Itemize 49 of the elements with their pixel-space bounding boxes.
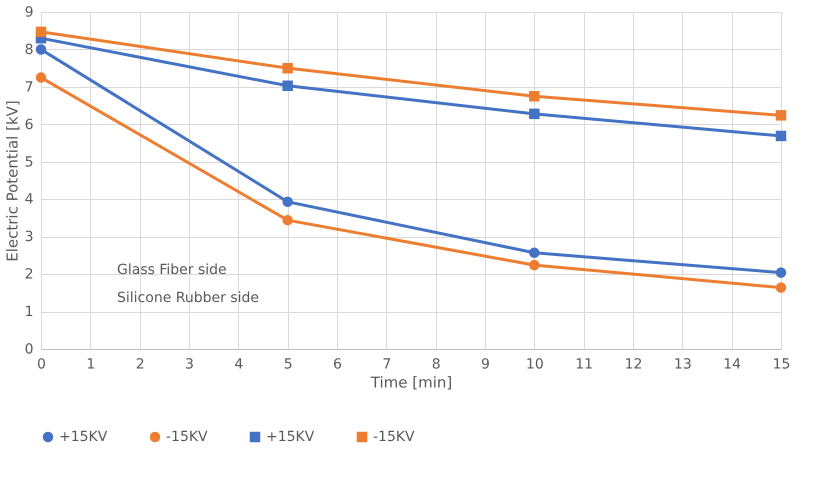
x-tick-label: 7 xyxy=(382,356,392,372)
y-tick-label: 0 xyxy=(24,342,34,358)
point xyxy=(529,91,540,102)
y-tick-label: 5 xyxy=(24,154,34,170)
x-tick-label: 13 xyxy=(674,356,692,372)
x-tick-label: 1 xyxy=(86,356,96,372)
point xyxy=(529,108,540,120)
y-tick-label: 8 xyxy=(24,42,34,58)
y-axis-title: Electric Potential [kV] xyxy=(4,100,22,262)
x-tick-label: 15 xyxy=(772,356,790,372)
point xyxy=(36,26,46,38)
legend-label: -15KV xyxy=(166,429,208,445)
legend-label: +15KV xyxy=(59,429,108,445)
x-tick-label: 11 xyxy=(575,356,594,372)
point xyxy=(776,130,786,142)
point xyxy=(529,260,540,270)
point xyxy=(282,80,293,92)
x-tick-label: 6 xyxy=(333,356,342,372)
x-tick-label: 0 xyxy=(37,356,46,372)
y-tick-label: 7 xyxy=(24,79,34,96)
x-tick-label: 14 xyxy=(723,356,742,372)
legend-label: -15KV xyxy=(373,429,416,445)
point xyxy=(776,282,786,293)
point xyxy=(282,196,293,208)
y-tick-label: 3 xyxy=(24,229,34,246)
y-tick-label: 9 xyxy=(24,4,34,20)
point xyxy=(36,44,46,55)
point xyxy=(282,214,293,226)
x-tick-label: 2 xyxy=(136,356,145,372)
annotation: Glass Fiber side xyxy=(117,262,227,278)
x-tick-label: 9 xyxy=(481,356,490,372)
x-tick-label: 10 xyxy=(526,356,544,372)
point xyxy=(282,62,293,74)
point xyxy=(776,110,786,121)
point xyxy=(529,248,540,258)
x-tick-label: 5 xyxy=(284,356,293,372)
x-tick-label: 4 xyxy=(234,356,244,372)
y-tick-label: 6 xyxy=(24,116,34,133)
legend-label: +15KV xyxy=(266,429,315,445)
x-tick-label: 8 xyxy=(432,356,441,372)
x-tick-label: 3 xyxy=(185,356,194,372)
x-tick-label: 12 xyxy=(624,356,642,372)
y-tick-label: 2 xyxy=(24,266,34,283)
annotation: Silicone Rubber side xyxy=(117,290,260,306)
y-tick-label: 4 xyxy=(24,192,34,208)
x-axis-title: Time [min] xyxy=(370,374,452,392)
point xyxy=(776,267,786,278)
y-tick-label: 1 xyxy=(24,304,34,320)
point xyxy=(36,72,46,83)
